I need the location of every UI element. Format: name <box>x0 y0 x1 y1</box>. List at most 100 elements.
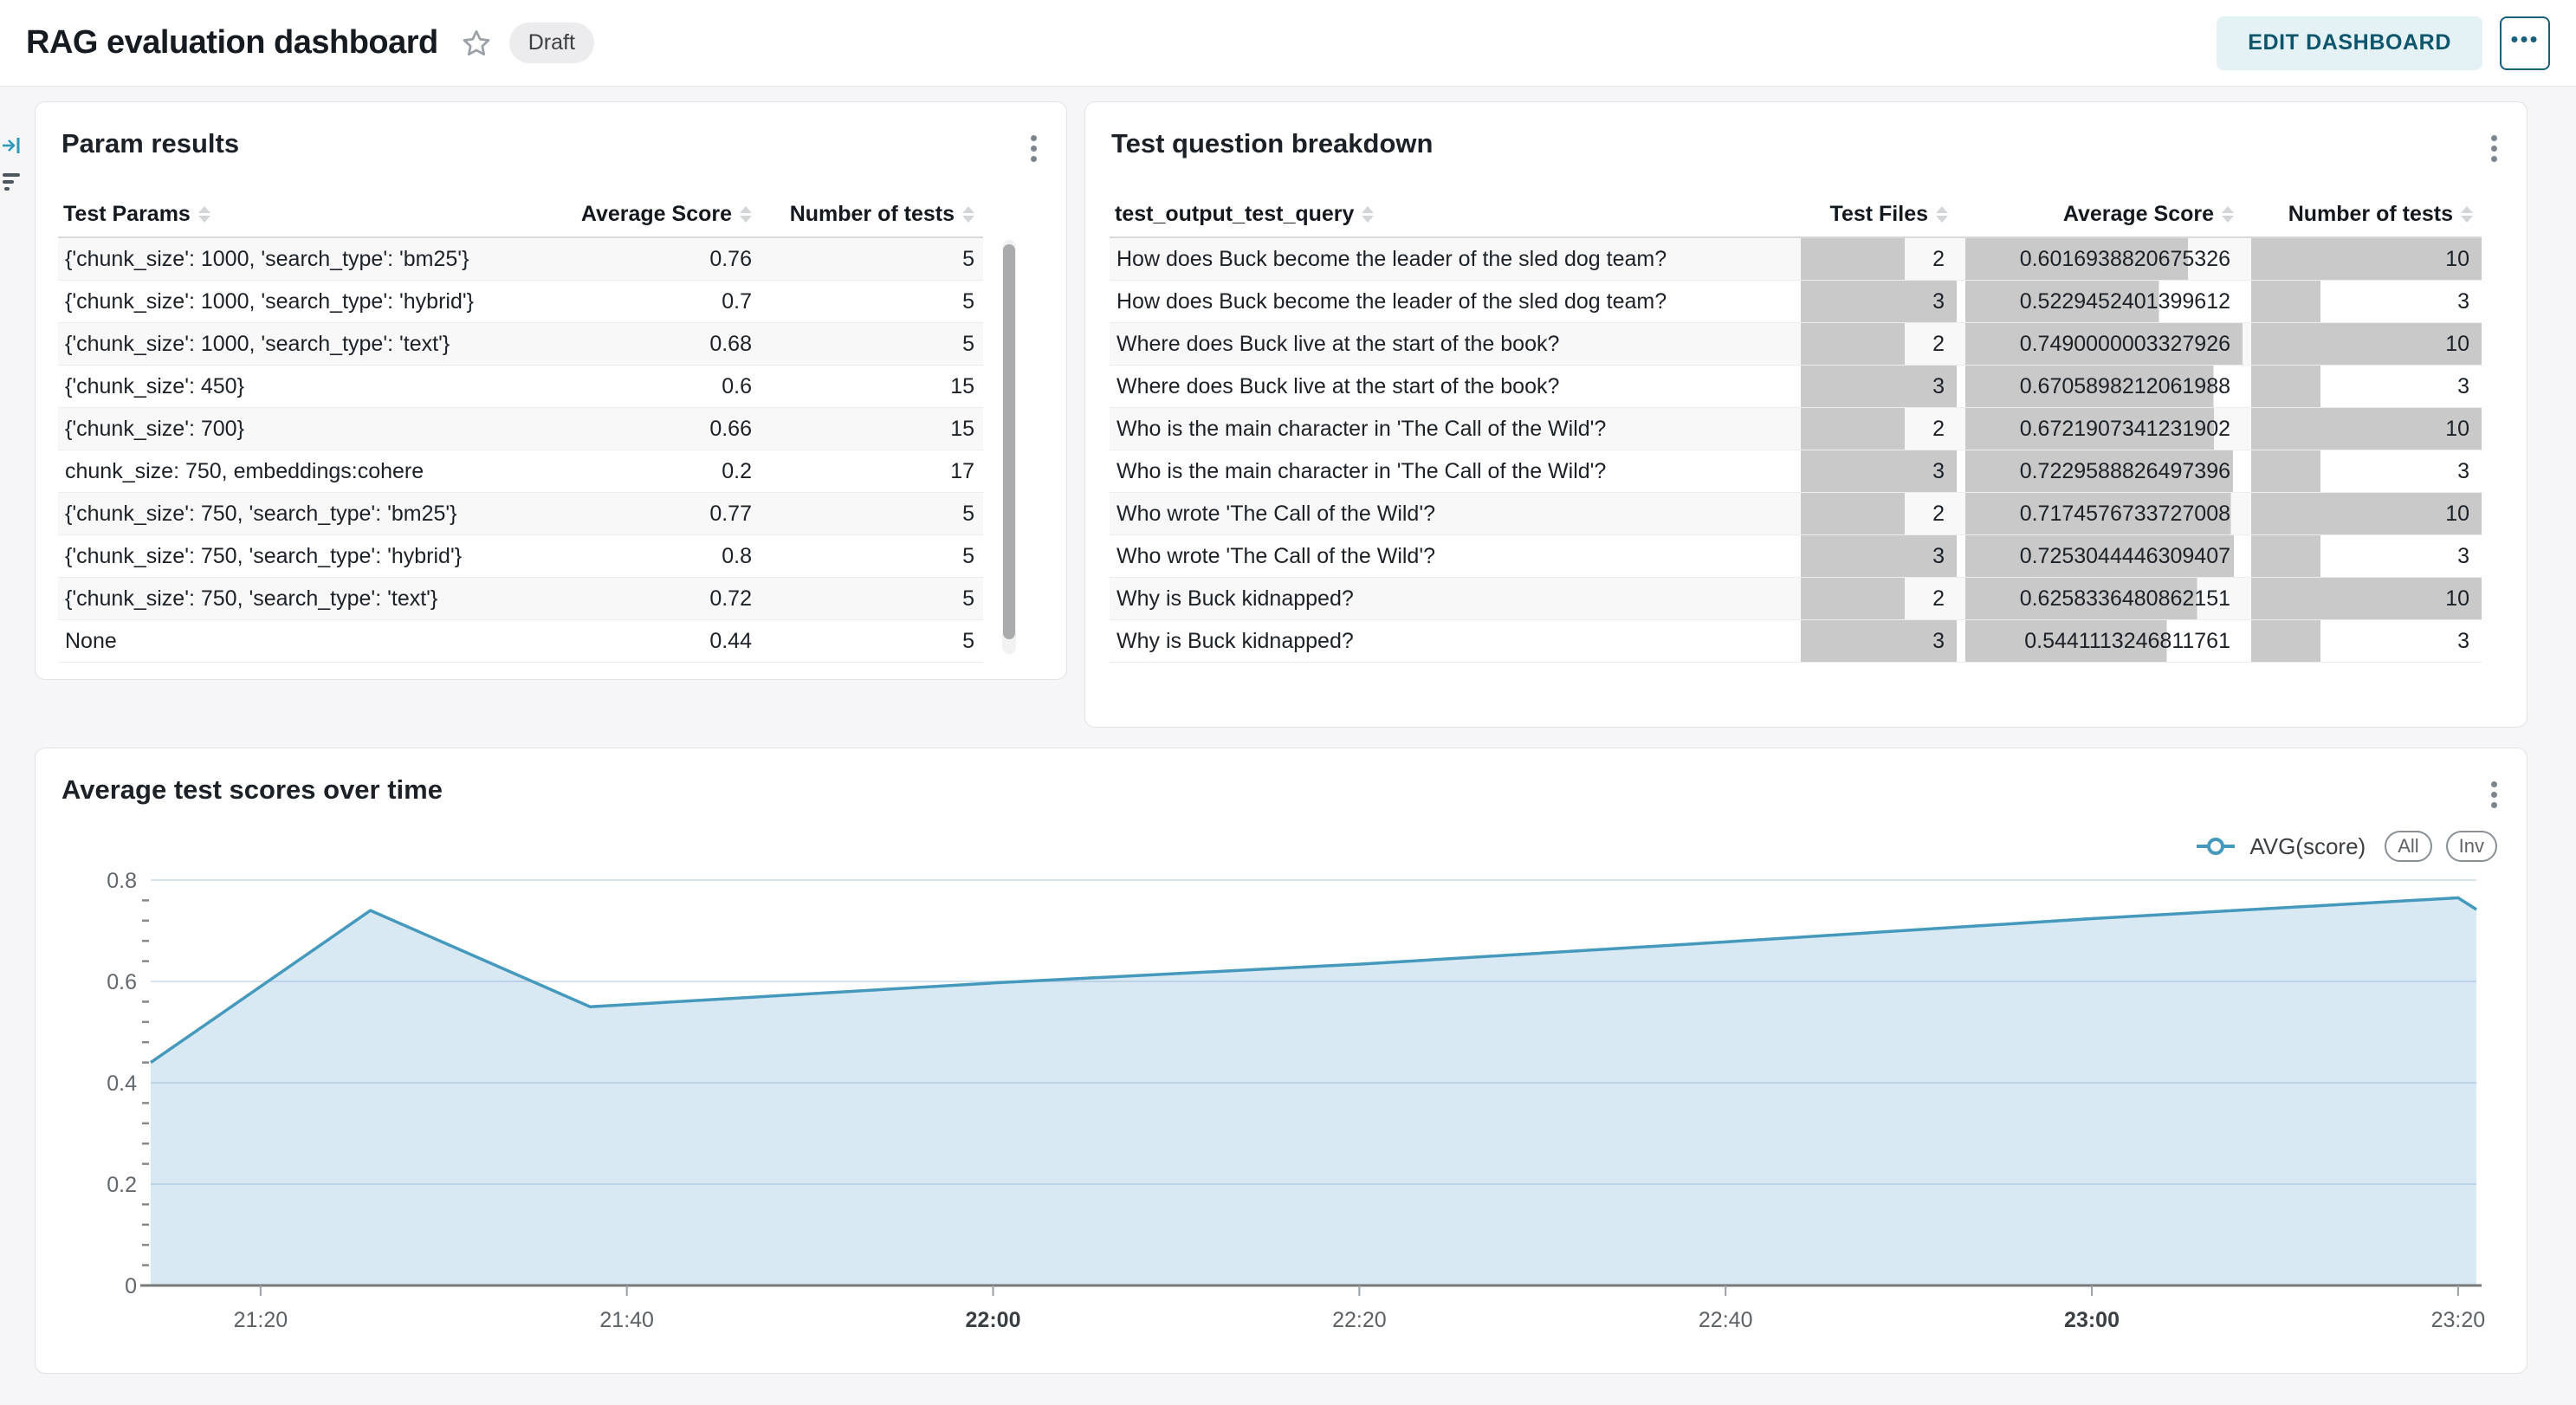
kebab-icon <box>2491 781 2497 787</box>
table-header: Test Params Average Score Number of tests <box>58 191 983 238</box>
cell-number-of-tests: 5 <box>962 543 974 568</box>
cell-number-of-tests: 5 <box>962 586 974 611</box>
edit-dashboard-button[interactable]: EDIT DASHBOARD <box>2217 16 2482 70</box>
card-menu-button[interactable] <box>2484 774 2504 815</box>
sort-icon <box>2461 205 2473 223</box>
cell-query: How does Buck become the leader of the s… <box>1116 288 1667 314</box>
column-header-test-files[interactable]: Test Files <box>1801 202 1957 227</box>
cell-average-score: 0.2 <box>722 458 752 483</box>
cell-test-files: 2 <box>1801 408 1957 450</box>
series-line <box>150 896 2477 1065</box>
cell-test-params: None <box>65 628 117 653</box>
table-row: {'chunk_size': 750, 'search_type': 'text… <box>58 578 983 620</box>
cell-test-files: 2 <box>1801 238 1957 280</box>
sort-icon <box>740 205 752 223</box>
cell-test-params: chunk_size: 750, embeddings:cohere <box>65 458 424 483</box>
cell-query: Who is the main character in 'The Call o… <box>1116 458 1607 483</box>
cell-test-files: 3 <box>1801 450 1957 492</box>
cell-number-of-tests: 3 <box>2251 450 2482 492</box>
column-header-average-score[interactable]: Average Score <box>561 202 761 227</box>
filter-panel-button[interactable] <box>3 173 20 191</box>
column-header-test-params[interactable]: Test Params <box>58 202 561 227</box>
page-title: RAG evaluation dashboard <box>26 24 438 61</box>
y-axis-label: 0.4 <box>107 1072 137 1096</box>
y-axis-label: 0.6 <box>107 970 137 994</box>
filter-icon <box>3 173 20 177</box>
column-header-number-of-tests[interactable]: Number of tests <box>2251 202 2482 227</box>
cell-average-score: 0.5229452401399612 <box>1965 281 2243 322</box>
table-body: {'chunk_size': 1000, 'search_type': 'bm2… <box>58 238 983 663</box>
favorite-star-button[interactable] <box>461 28 492 59</box>
card-menu-button[interactable] <box>2484 128 2504 169</box>
x-axis-label: 23:20 <box>2431 1308 2486 1332</box>
collapse-panel-button[interactable] <box>2 134 23 157</box>
cell-average-score: 0.7253044446309407 <box>1965 535 2243 577</box>
more-options-button[interactable]: ••• <box>2500 16 2550 70</box>
cell-test-files: 3 <box>1801 535 1957 577</box>
cell-test-files: 3 <box>1801 620 1957 662</box>
scrollbar-thumb[interactable] <box>1003 244 1015 639</box>
cell-number-of-tests: 3 <box>2251 620 2482 662</box>
cell-test-files: 2 <box>1801 493 1957 534</box>
sort-icon <box>1936 205 1948 223</box>
cell-average-score: 0.7490000003327926 <box>1965 323 2243 365</box>
chart-legend: AVG(score) All Inv <box>2196 831 2497 862</box>
card-title: Test question breakdown <box>1111 128 1434 159</box>
cell-average-score: 0.6258336480862151 <box>1965 578 2243 619</box>
y-axis-label: 0 <box>125 1274 137 1298</box>
x-axis-label: 22:20 <box>1332 1308 1387 1332</box>
legend-series-label[interactable]: AVG(score) <box>2249 832 2366 859</box>
x-axis-label: 21:20 <box>234 1308 288 1332</box>
topbar: RAG evaluation dashboard Draft EDIT DASH… <box>0 0 2576 87</box>
cell-average-score: 0.76 <box>709 246 752 271</box>
cell-number-of-tests: 3 <box>2251 535 2482 577</box>
table-row: {'chunk_size': 750, 'search_type': 'bm25… <box>58 493 983 535</box>
cell-number-of-tests: 3 <box>2251 366 2482 407</box>
legend-series-marker-icon <box>2197 838 2236 855</box>
cell-test-files: 3 <box>1801 281 1957 322</box>
cell-number-of-tests: 5 <box>962 331 974 356</box>
table-row: None 0.44 5 <box>58 620 983 663</box>
column-label: Test Files <box>1829 201 1928 226</box>
cell-average-score: 0.6 <box>722 373 752 398</box>
cell-number-of-tests: 5 <box>962 288 974 314</box>
table-row: Who wrote 'The Call of the Wild'? 3 0.7253… <box>1110 535 2482 578</box>
column-header-test-output-test-query[interactable]: test_output_test_query <box>1110 202 1792 227</box>
table-row: {'chunk_size': 750, 'search_type': 'hybr… <box>58 535 983 578</box>
column-label: test_output_test_query <box>1115 201 1355 226</box>
kebab-icon <box>2491 135 2497 141</box>
table-body: How does Buck become the leader of the s… <box>1110 238 2482 663</box>
x-axis-label: 23:00 <box>2064 1308 2120 1332</box>
card-menu-button[interactable] <box>1024 128 1044 169</box>
table-row: Who wrote 'The Call of the Wild'? 2 0.7174… <box>1110 493 2482 535</box>
cell-average-score: 0.72 <box>709 586 752 611</box>
scores-area-chart[interactable]: 0 0.2 0.4 0.6 0.8 21:20 21:40 22:00 22:20 22:40 23… <box>68 870 2494 1344</box>
cell-average-score: 0.66 <box>709 416 752 441</box>
cell-test-params: {'chunk_size': 750, 'search_type': 'hybr… <box>65 543 463 568</box>
cell-query: Who wrote 'The Call of the Wild'? <box>1116 501 1436 526</box>
column-label: Number of tests <box>2288 201 2453 226</box>
cell-number-of-tests: 17 <box>950 458 974 483</box>
cell-number-of-tests: 15 <box>950 416 974 441</box>
cell-average-score: 0.7229588826497396 <box>1965 450 2243 492</box>
legend-all-button[interactable]: All <box>2385 831 2432 862</box>
card-title: Average test scores over time <box>61 774 443 805</box>
column-header-number-of-tests[interactable]: Number of tests <box>761 202 983 227</box>
cell-test-params: {'chunk_size': 1000, 'search_type': 'bm2… <box>65 246 469 271</box>
column-label: Number of tests <box>789 201 955 226</box>
cell-test-params: {'chunk_size': 1000, 'search_type': 'tex… <box>65 331 450 356</box>
table-row: Who is the main character in 'The Call o… <box>1110 450 2482 493</box>
cell-query: Where does Buck live at the start of the… <box>1116 373 1560 398</box>
column-label: Average Score <box>580 201 732 226</box>
column-header-average-score[interactable]: Average Score <box>1965 202 2243 227</box>
ellipsis-icon: ••• <box>2510 25 2540 52</box>
sort-icon <box>2222 205 2234 223</box>
table-row: Who is the main character in 'The Call o… <box>1110 408 2482 450</box>
sort-icon <box>197 205 210 223</box>
table-scrollbar[interactable] <box>1002 240 1016 654</box>
table-row: Why is Buck kidnapped? 2 0.625833648086215… <box>1110 578 2482 620</box>
question-breakdown-table: test_output_test_query Test Files Average … <box>1110 191 2482 663</box>
table-row: {'chunk_size': 1000, 'search_type': 'tex… <box>58 323 983 366</box>
legend-invert-button[interactable]: Inv <box>2445 831 2497 862</box>
cell-query: Why is Buck kidnapped? <box>1116 586 1354 611</box>
